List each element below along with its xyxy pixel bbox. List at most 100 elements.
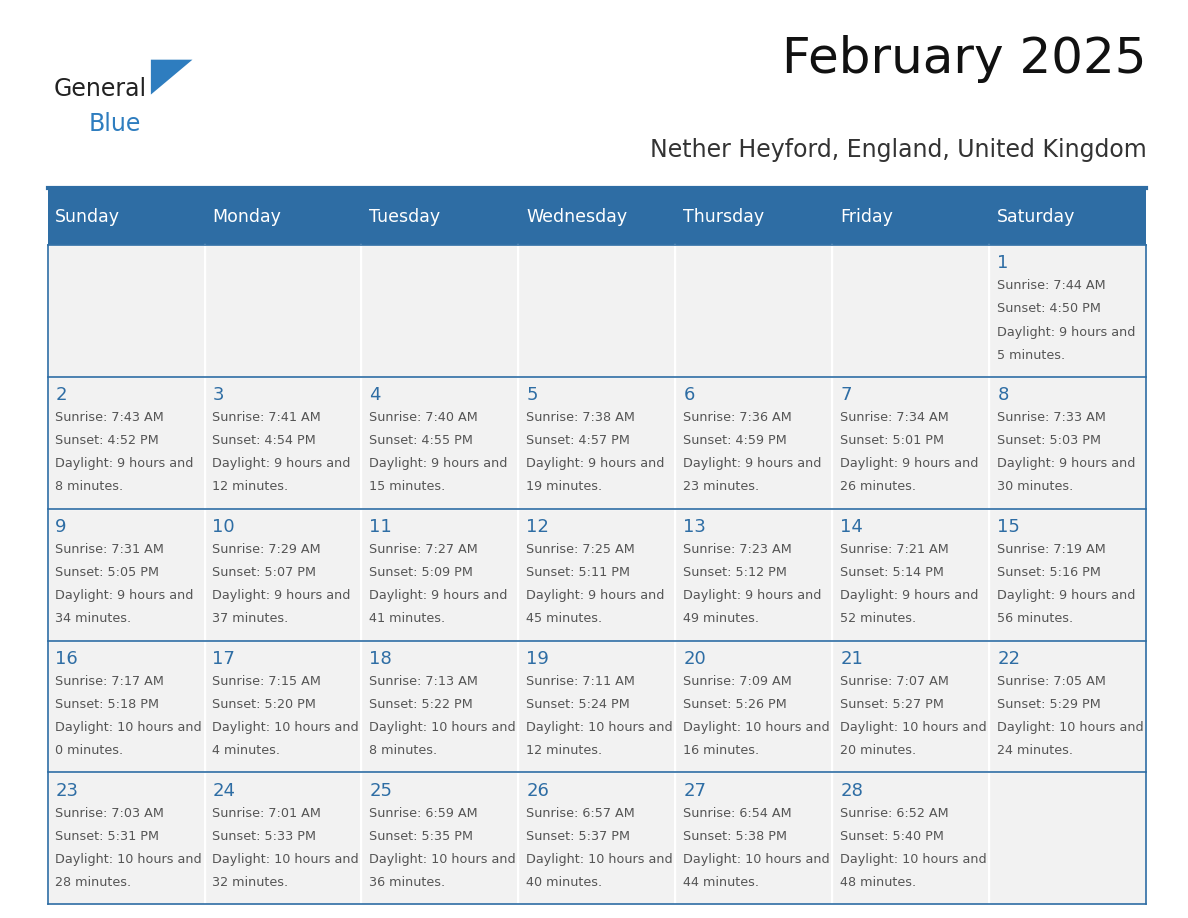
Text: 14: 14 [840, 518, 864, 536]
Text: Daylight: 10 hours and: Daylight: 10 hours and [213, 853, 359, 866]
Text: Sunrise: 7:43 AM: Sunrise: 7:43 AM [56, 411, 164, 424]
Text: Sunrise: 7:25 AM: Sunrise: 7:25 AM [526, 543, 636, 556]
Bar [48, 641, 204, 772]
Bar [204, 509, 361, 641]
Text: 8: 8 [997, 386, 1009, 404]
Text: Sunset: 5:18 PM: Sunset: 5:18 PM [56, 698, 159, 711]
Text: Daylight: 9 hours and: Daylight: 9 hours and [56, 457, 194, 470]
Bar [518, 245, 676, 377]
Text: 36 minutes.: 36 minutes. [369, 876, 446, 889]
Text: Daylight: 9 hours and: Daylight: 9 hours and [997, 589, 1136, 602]
Bar [676, 377, 833, 509]
Text: 12 minutes.: 12 minutes. [213, 480, 289, 493]
Text: Friday: Friday [840, 207, 893, 226]
Text: Daylight: 9 hours and: Daylight: 9 hours and [369, 457, 507, 470]
Text: 20: 20 [683, 650, 706, 667]
Text: 24: 24 [213, 781, 235, 800]
Text: 34 minutes.: 34 minutes. [56, 612, 132, 625]
Text: Sunrise: 7:17 AM: Sunrise: 7:17 AM [56, 675, 164, 688]
Bar [361, 772, 518, 904]
Text: 44 minutes.: 44 minutes. [683, 876, 759, 889]
Text: 7: 7 [840, 386, 852, 404]
Text: 30 minutes.: 30 minutes. [997, 480, 1074, 493]
Text: Sunset: 5:22 PM: Sunset: 5:22 PM [369, 698, 473, 711]
Text: 4: 4 [369, 386, 381, 404]
Text: Daylight: 10 hours and: Daylight: 10 hours and [840, 853, 987, 866]
Text: Daylight: 9 hours and: Daylight: 9 hours and [997, 326, 1136, 339]
Bar [361, 377, 518, 509]
Text: 19 minutes.: 19 minutes. [526, 480, 602, 493]
Bar [48, 245, 204, 377]
Text: 16: 16 [56, 650, 78, 667]
Text: 0 minutes.: 0 minutes. [56, 744, 124, 757]
Text: Daylight: 10 hours and: Daylight: 10 hours and [683, 721, 830, 734]
Bar [361, 509, 518, 641]
Text: 6: 6 [683, 386, 695, 404]
Bar [833, 509, 990, 641]
Text: Sunrise: 7:29 AM: Sunrise: 7:29 AM [213, 543, 321, 556]
Text: Daylight: 9 hours and: Daylight: 9 hours and [840, 457, 979, 470]
Text: 15: 15 [997, 518, 1020, 536]
Text: 52 minutes.: 52 minutes. [840, 612, 916, 625]
Text: Sunset: 5:16 PM: Sunset: 5:16 PM [997, 566, 1101, 579]
Text: Sunrise: 7:40 AM: Sunrise: 7:40 AM [369, 411, 478, 424]
Bar [518, 188, 676, 245]
Text: Sunset: 5:24 PM: Sunset: 5:24 PM [526, 698, 630, 711]
Text: 45 minutes.: 45 minutes. [526, 612, 602, 625]
Text: 3: 3 [213, 386, 223, 404]
Text: Sunday: Sunday [56, 207, 120, 226]
Bar [204, 245, 361, 377]
Bar [204, 641, 361, 772]
Text: 26: 26 [526, 781, 549, 800]
Text: General: General [53, 77, 146, 101]
Text: Sunset: 5:35 PM: Sunset: 5:35 PM [369, 830, 473, 843]
Text: Sunset: 4:57 PM: Sunset: 4:57 PM [526, 434, 630, 447]
Text: Sunset: 4:59 PM: Sunset: 4:59 PM [683, 434, 788, 447]
Text: Daylight: 10 hours and: Daylight: 10 hours and [56, 853, 202, 866]
Text: 8 minutes.: 8 minutes. [369, 744, 437, 757]
Text: Sunrise: 6:52 AM: Sunrise: 6:52 AM [840, 807, 949, 820]
Bar [518, 377, 676, 509]
Text: Sunrise: 6:59 AM: Sunrise: 6:59 AM [369, 807, 478, 820]
Text: Sunset: 5:40 PM: Sunset: 5:40 PM [840, 830, 944, 843]
Text: Sunset: 4:54 PM: Sunset: 4:54 PM [213, 434, 316, 447]
Text: Daylight: 10 hours and: Daylight: 10 hours and [683, 853, 830, 866]
Text: Sunrise: 7:31 AM: Sunrise: 7:31 AM [56, 543, 164, 556]
Text: Nether Heyford, England, United Kingdom: Nether Heyford, England, United Kingdom [650, 139, 1146, 162]
Text: 28: 28 [840, 781, 864, 800]
Text: 17: 17 [213, 650, 235, 667]
Text: 1: 1 [997, 254, 1009, 273]
Bar [833, 641, 990, 772]
Text: Daylight: 9 hours and: Daylight: 9 hours and [213, 589, 350, 602]
Text: Daylight: 9 hours and: Daylight: 9 hours and [683, 457, 822, 470]
Text: Sunrise: 7:38 AM: Sunrise: 7:38 AM [526, 411, 636, 424]
Text: 28 minutes.: 28 minutes. [56, 876, 132, 889]
Text: Daylight: 9 hours and: Daylight: 9 hours and [526, 589, 665, 602]
Bar [361, 641, 518, 772]
Text: Sunrise: 7:09 AM: Sunrise: 7:09 AM [683, 675, 792, 688]
Text: Sunrise: 7:01 AM: Sunrise: 7:01 AM [213, 807, 321, 820]
Text: 18: 18 [369, 650, 392, 667]
Text: Sunset: 5:14 PM: Sunset: 5:14 PM [840, 566, 944, 579]
Text: Sunrise: 7:03 AM: Sunrise: 7:03 AM [56, 807, 164, 820]
Text: 32 minutes.: 32 minutes. [213, 876, 289, 889]
Text: Sunrise: 7:34 AM: Sunrise: 7:34 AM [840, 411, 949, 424]
Bar [518, 641, 676, 772]
Bar [518, 509, 676, 641]
Text: 12 minutes.: 12 minutes. [526, 744, 602, 757]
Text: Sunrise: 7:23 AM: Sunrise: 7:23 AM [683, 543, 792, 556]
Bar [833, 188, 990, 245]
Text: Tuesday: Tuesday [369, 207, 441, 226]
Text: Sunrise: 7:44 AM: Sunrise: 7:44 AM [997, 279, 1106, 292]
Bar [204, 772, 361, 904]
Text: Sunset: 5:11 PM: Sunset: 5:11 PM [526, 566, 631, 579]
Bar [676, 641, 833, 772]
Text: Daylight: 10 hours and: Daylight: 10 hours and [369, 721, 516, 734]
Text: Sunset: 5:20 PM: Sunset: 5:20 PM [213, 698, 316, 711]
Text: February 2025: February 2025 [782, 35, 1146, 83]
Bar [204, 377, 361, 509]
Text: Daylight: 9 hours and: Daylight: 9 hours and [997, 457, 1136, 470]
Text: 20 minutes.: 20 minutes. [840, 744, 916, 757]
Text: 49 minutes.: 49 minutes. [683, 612, 759, 625]
Text: 16 minutes.: 16 minutes. [683, 744, 759, 757]
